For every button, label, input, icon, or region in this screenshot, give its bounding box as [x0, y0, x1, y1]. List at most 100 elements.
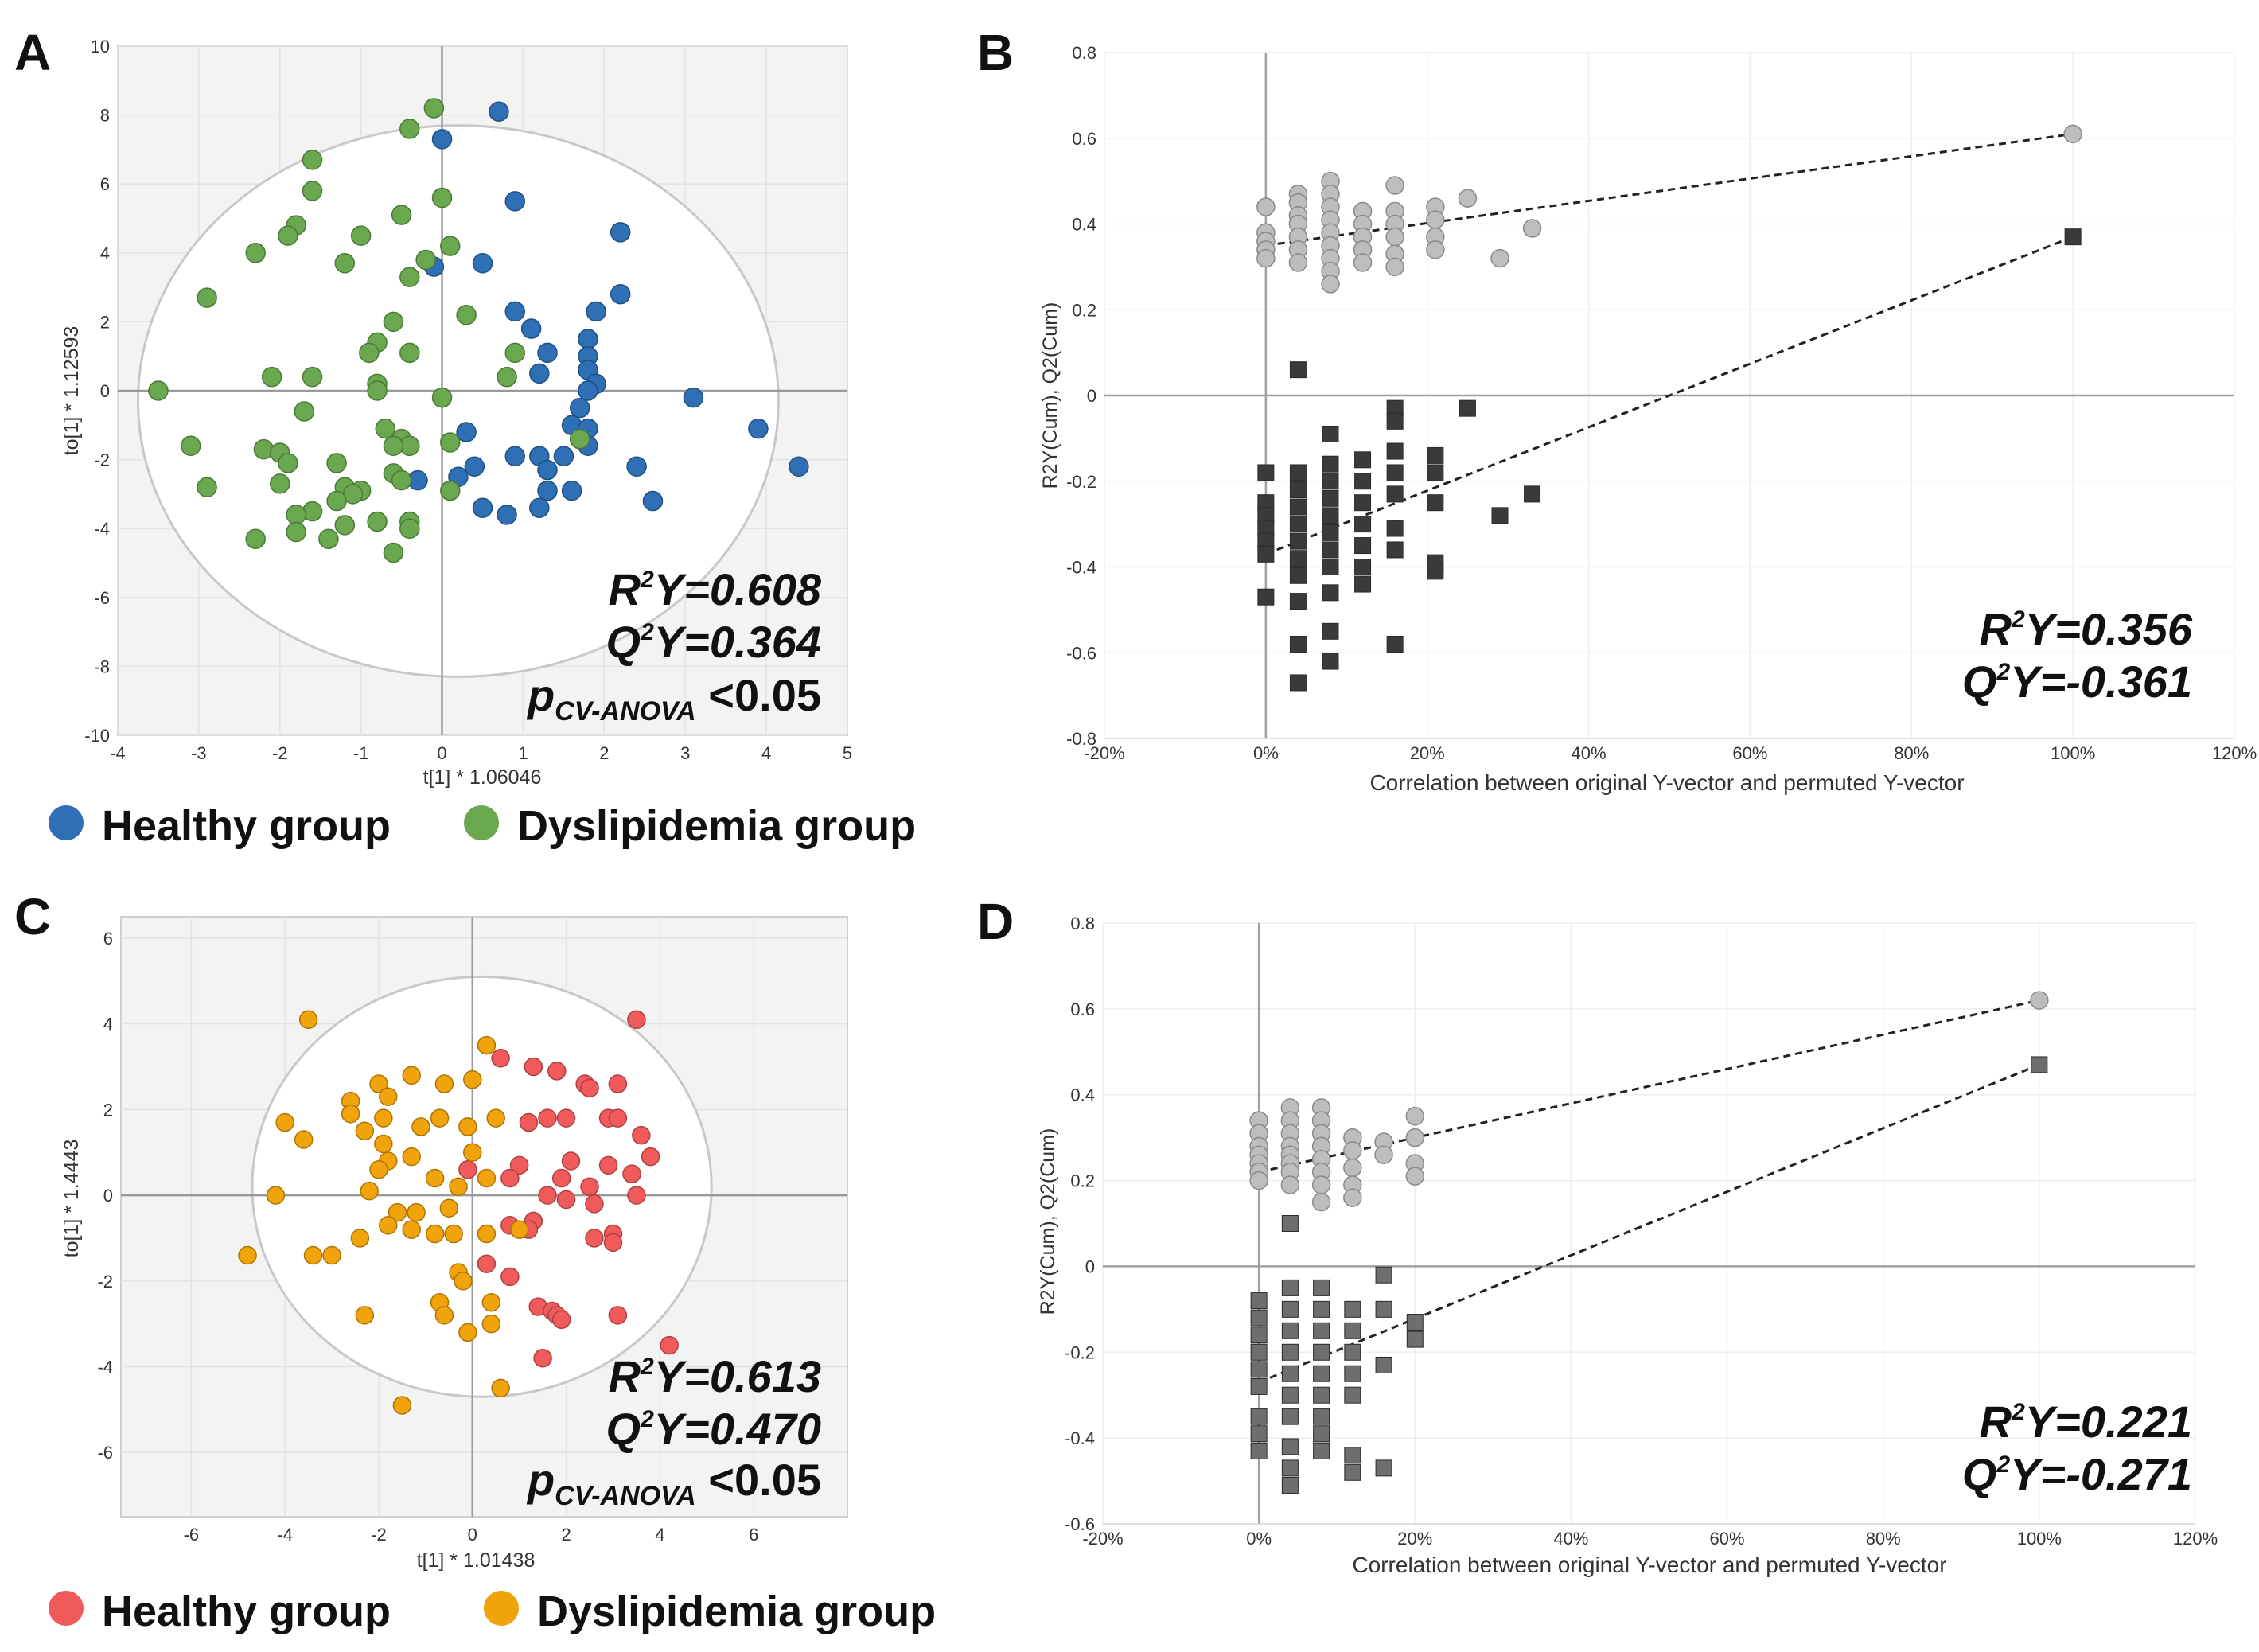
q2-point [1344, 1300, 1361, 1318]
healthy-point [551, 1168, 571, 1188]
healthy-point [520, 318, 542, 339]
q2-point [1322, 653, 1339, 670]
healthy-point [529, 497, 550, 518]
healthy-point [500, 1267, 520, 1287]
healthy-point [578, 380, 598, 401]
q2-point [1491, 507, 1509, 524]
dyslipidemia-point [350, 225, 372, 246]
dyslipidemia-point [278, 453, 298, 473]
x-tick-label: 0 [468, 1525, 477, 1545]
q2-point [1322, 455, 1339, 473]
q2-point [1250, 1425, 1268, 1443]
q2-point [1289, 567, 1307, 584]
panel-d-x-axis-label: Correlation between original Y-vector an… [1352, 1553, 1946, 1577]
healthy-point [580, 1078, 599, 1098]
q2-point [1250, 1377, 1268, 1395]
y-tick-label: -4 [97, 1358, 113, 1377]
q2-point [1354, 537, 1372, 555]
q2-point [1344, 1386, 1361, 1404]
healthy-point [509, 1155, 529, 1175]
dyslipidemia-point [504, 342, 526, 364]
healthy-point [537, 459, 558, 481]
legend-bottom-dyslipidemia-label: Dyslipidemia group [537, 1588, 936, 1635]
q2-point [1289, 361, 1307, 379]
y-tick-label: 0.2 [1072, 300, 1096, 320]
y-tick-label: 2 [103, 1100, 113, 1120]
r2y-point [1374, 1145, 1393, 1164]
y-tick-label: 0.8 [1072, 43, 1096, 63]
q2-point [1281, 1438, 1299, 1455]
panel-c-zero-axes [121, 917, 847, 1517]
healthy-point [456, 422, 477, 442]
q2-point [1406, 1314, 1424, 1331]
dyslipidemia-point [350, 1229, 370, 1248]
dyslipidemia-point [486, 1108, 505, 1128]
q2-point [1386, 485, 1404, 503]
r2y-point [1522, 219, 1542, 238]
panel-b-tick-labels: -20% 0% 20% 40% 60% 80% 100% 120% 0.8 0.6 0.4 0.2 0 -… [1066, 43, 2257, 763]
x-tick-label: 4 [655, 1525, 664, 1545]
r2y-point [1385, 257, 1404, 277]
healthy-point [585, 1229, 604, 1248]
q2-point [1289, 635, 1307, 653]
q2-point [1281, 1459, 1299, 1477]
q2-point [1427, 563, 1444, 580]
healthy-point [533, 1348, 552, 1368]
dyslipidemia-point [430, 1108, 450, 1128]
dyslipidemia-point [477, 1224, 497, 1244]
y-tick-label: 2 [100, 312, 110, 332]
dyslipidemia-point [407, 1202, 426, 1222]
dyslipidemia-point [367, 511, 388, 532]
x-tick-label: -3 [191, 743, 207, 763]
healthy-point [585, 1194, 604, 1214]
x-tick-label: 60% [1732, 743, 1767, 763]
legend-bottom: Healthy group Dyslipidemia group [49, 1588, 936, 1635]
r2y-point [1343, 1158, 1362, 1178]
dyslipidemia-point [481, 1314, 501, 1334]
healthy-point [553, 446, 574, 467]
r2y-point [1256, 197, 1276, 216]
x-tick-label: 4 [761, 743, 771, 763]
q2-point [1375, 1356, 1392, 1373]
dyslipidemia-point [570, 428, 590, 450]
x-tick-label: 60% [1710, 1529, 1745, 1549]
q2-point [1281, 1279, 1299, 1296]
healthy-point [642, 490, 664, 512]
q2-point [1250, 1292, 1268, 1310]
dyslipidemia-point [425, 1168, 445, 1188]
dyslipidemia-point [431, 187, 453, 208]
healthy-point [578, 329, 598, 349]
y-tick-label: -0.6 [1065, 1514, 1095, 1534]
panel-label-d: D [977, 893, 1014, 950]
dyslipidemia-point [399, 518, 420, 539]
q2-point [1257, 464, 1275, 481]
dyslipidemia-point [497, 366, 517, 388]
dyslipidemia-point [302, 181, 323, 201]
panel-c-confidence-ellipse [251, 975, 713, 1398]
q2-point [1281, 1408, 1299, 1425]
q2-point [1386, 464, 1404, 481]
healthy-point [504, 301, 526, 322]
panel-label-b: B [977, 24, 1014, 81]
y-tick-label: 4 [103, 1015, 113, 1034]
dyslipidemia-point [278, 225, 298, 246]
healthy-point [491, 1048, 510, 1068]
dyslipidemia-point [355, 1306, 375, 1325]
r2y-point [1385, 227, 1404, 247]
r2y-point [1343, 1141, 1362, 1160]
healthy-point [627, 1010, 646, 1030]
dyslipidemia-point [245, 243, 266, 263]
q2-point [1313, 1343, 1330, 1361]
r2y-point [1426, 210, 1445, 229]
r2y-point [1353, 253, 1373, 272]
y-tick-label: -10 [84, 726, 110, 746]
panel-label-a: A [14, 24, 51, 81]
panel-c-p-value-stat: pCV-ANOVA <0.05 [526, 1455, 821, 1511]
dyslipidemia-point [509, 1220, 529, 1239]
q2-point [1313, 1425, 1330, 1443]
dyslipidemia-point [245, 528, 266, 549]
panel-c-points [238, 1010, 679, 1415]
dyslipidemia-point [391, 469, 412, 491]
